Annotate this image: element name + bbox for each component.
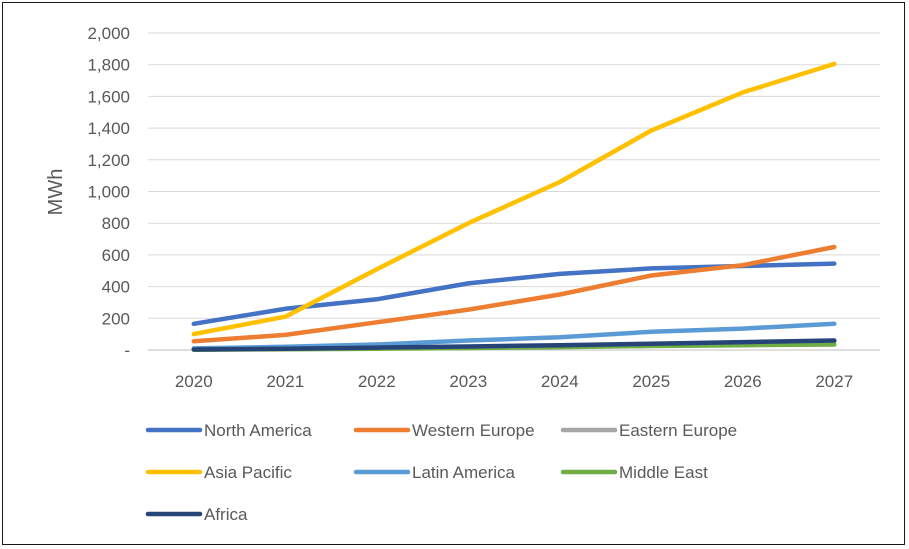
y-tick-label: 1,000 [87,183,130,202]
x-tick-label: 2025 [632,372,670,391]
y-axis-tick-labels: - 200 400 600 800 1,000 1,200 1,400 1,600 1,800 2,… [87,24,130,360]
series-line-western-europe [191,244,837,344]
y-tick-label: 1,200 [87,151,130,170]
x-tick-label: 2026 [724,372,762,391]
legend-item-asia-pacific: Asia Pacific [145,463,292,482]
legend-item-eastern-europe: Eastern Europe [560,421,737,440]
legend-item-middle-east: Middle East [560,463,708,482]
y-axis-title: MWh [45,169,67,216]
y-tick-label: 200 [102,309,130,328]
y-tick-label: 1,800 [87,56,130,75]
legend-label: North America [204,421,312,440]
y-tick-label: 800 [102,214,130,233]
legend-label: Western Europe [412,421,535,440]
x-axis-tick-labels: 2020 2021 2022 2023 2024 2025 2026 2027 [175,372,853,391]
x-tick-label: 2023 [449,372,487,391]
series-line-asia-pacific [191,61,837,337]
x-tick-label: 2022 [358,372,396,391]
series-line-africa [191,338,837,352]
x-tick-label: 2021 [266,372,304,391]
x-tick-label: 2027 [815,372,853,391]
y-tick-label: 400 [102,278,130,297]
legend-item-north-america: North America [145,421,312,440]
legend: North America Western Europe Eastern Europ… [145,421,737,524]
y-tick-label: - [124,341,130,360]
legend-item-latin-america: Latin America [353,463,516,482]
series-lines [191,61,837,352]
y-tick-label: 2,000 [87,24,130,43]
legend-item-western-europe: Western Europe [353,421,535,440]
legend-item-africa: Africa [145,505,248,524]
legend-label: Africa [204,505,248,524]
y-tick-label: 600 [102,246,130,265]
y-tick-label: 1,600 [87,87,130,106]
legend-label: Middle East [619,463,708,482]
legend-label: Asia Pacific [204,463,292,482]
x-tick-label: 2020 [175,372,213,391]
legend-label: Latin America [412,463,516,482]
legend-label: Eastern Europe [619,421,737,440]
x-tick-label: 2024 [541,372,579,391]
y-tick-label: 1,400 [87,119,130,138]
